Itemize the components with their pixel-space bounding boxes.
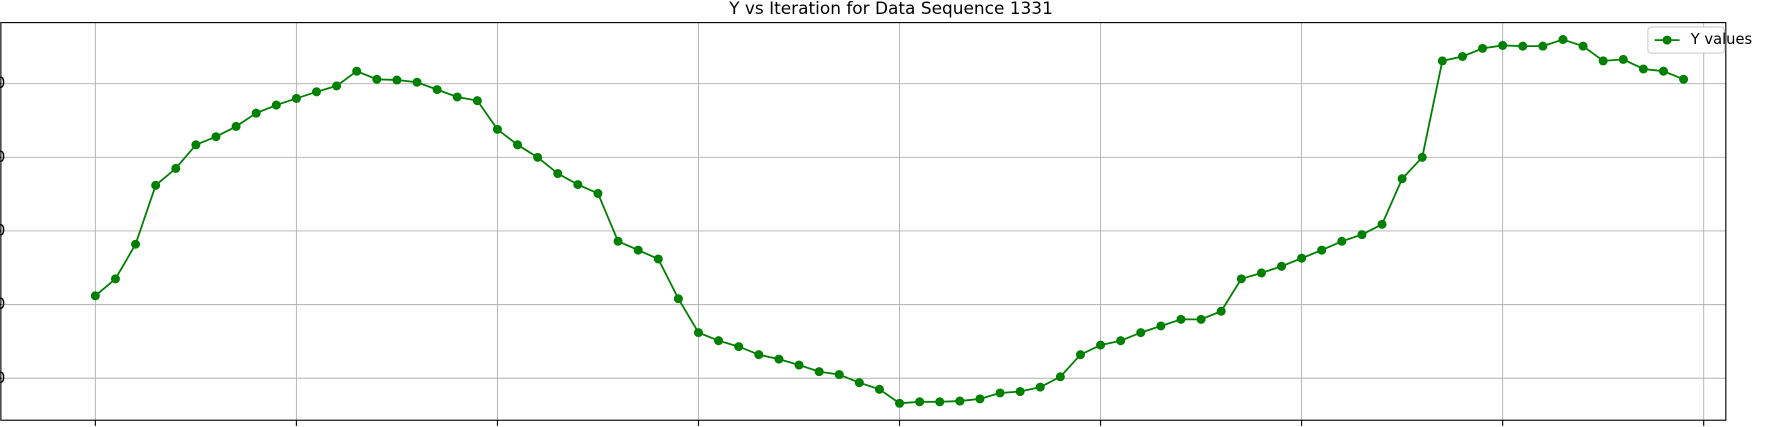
- y-tick-label: 30: [0, 220, 5, 239]
- data-point: [995, 388, 1005, 398]
- data-point: [1377, 219, 1387, 229]
- data-point: [633, 245, 643, 255]
- data-point: [171, 163, 181, 173]
- data-point: [1618, 54, 1628, 64]
- data-point: [1276, 261, 1287, 271]
- data-point: [1598, 56, 1608, 66]
- data-point: [874, 384, 884, 394]
- data-point: [814, 367, 824, 377]
- data-point: [1417, 152, 1427, 162]
- data-point: [734, 342, 744, 352]
- data-point: [1337, 236, 1347, 246]
- data-point: [1196, 314, 1206, 324]
- data-point: [593, 188, 603, 198]
- data-point: [854, 378, 864, 388]
- data-point: [110, 274, 120, 284]
- y-tick-label: 10: [0, 368, 5, 387]
- data-point: [754, 350, 764, 360]
- data-point: [372, 74, 382, 84]
- legend-marker: [1662, 35, 1672, 45]
- y-tick-label: 50: [0, 73, 5, 92]
- data-point: [653, 254, 663, 264]
- data-point: [1116, 336, 1126, 346]
- data-point: [1658, 66, 1669, 76]
- data-point: [1578, 41, 1588, 51]
- data-point: [1256, 268, 1266, 278]
- data-point: [251, 108, 261, 118]
- data-point: [573, 180, 583, 190]
- data-point: [1457, 51, 1467, 61]
- data-point: [452, 92, 462, 102]
- data-point: [1538, 41, 1548, 51]
- data-point: [673, 294, 683, 304]
- data-point: [1397, 174, 1407, 184]
- data-point: [1156, 321, 1166, 331]
- data-point: [1518, 41, 1528, 51]
- legend-box: [1647, 26, 1726, 54]
- data-point: [693, 328, 704, 338]
- data-point: [412, 77, 422, 87]
- data-point: [1679, 74, 1689, 84]
- y-tick-label: 40: [0, 147, 5, 166]
- data-point: [90, 291, 100, 301]
- data-point: [895, 398, 905, 408]
- data-point: [955, 396, 965, 406]
- chart-title: Y vs Iteration for Data Sequence 1331: [728, 0, 1053, 18]
- data-point: [191, 140, 201, 150]
- data-point: [513, 140, 523, 150]
- legend-label: Y values: [1690, 31, 1752, 48]
- data-point: [332, 81, 342, 91]
- data-point: [271, 100, 281, 110]
- data-point: [1297, 253, 1307, 263]
- data-point: [935, 397, 945, 407]
- data-point: [472, 96, 482, 106]
- data-point: [1136, 328, 1146, 338]
- data-point: [151, 180, 161, 190]
- plot-frame: [0, 22, 1727, 421]
- data-point: [231, 121, 241, 131]
- data-point: [915, 397, 925, 407]
- data-point: [311, 87, 322, 97]
- data-point: [533, 152, 543, 162]
- data-point: [432, 85, 442, 95]
- data-line: [94, 38, 1684, 405]
- data-point: [1236, 274, 1246, 284]
- data-point: [1055, 372, 1065, 382]
- data-point: [291, 93, 301, 103]
- data-point: [211, 132, 221, 142]
- data-point: [1498, 40, 1508, 50]
- data-point: [1015, 386, 1025, 397]
- data-point: [1478, 43, 1488, 53]
- data-point: [392, 75, 402, 85]
- data-point: [352, 66, 362, 76]
- data-point: [1357, 230, 1367, 240]
- data-point: [492, 124, 502, 134]
- data-point: [794, 360, 804, 370]
- data-point: [1216, 306, 1226, 316]
- data-point: [975, 394, 985, 404]
- data-point: [1075, 350, 1085, 360]
- data-point: [1437, 56, 1447, 66]
- data-point: [1176, 314, 1186, 324]
- data-point: [834, 370, 844, 380]
- data-point: [553, 169, 563, 179]
- data-point: [1558, 35, 1568, 45]
- y-tick-label: 20: [0, 294, 5, 313]
- legend: Y values: [1647, 26, 1752, 54]
- data-point: [131, 239, 141, 249]
- data-point: [714, 336, 724, 346]
- data-point: [774, 354, 784, 364]
- data-point: [613, 236, 623, 246]
- data-point: [1035, 382, 1045, 392]
- data-point: [1317, 245, 1327, 255]
- data-point: [1638, 64, 1648, 74]
- data-point: [1096, 340, 1106, 350]
